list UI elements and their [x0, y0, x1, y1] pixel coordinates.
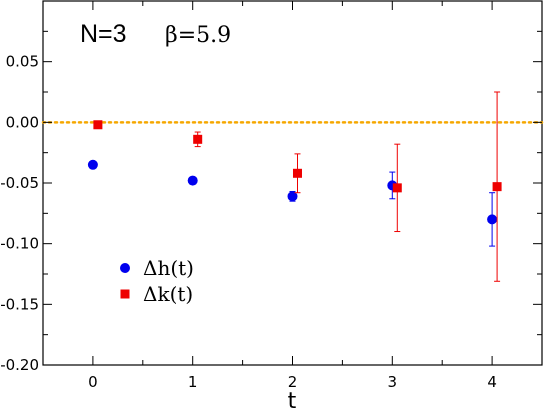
x-tick-label: 0 — [88, 373, 98, 391]
y-tick-label: 0.05 — [6, 53, 39, 71]
x-tick-label: 1 — [188, 373, 198, 391]
annotation-beta: β=5.9 — [165, 23, 231, 48]
annotation-n: N=3 — [80, 20, 127, 48]
data-point — [93, 120, 103, 130]
series-layer — [87, 91, 502, 282]
data-point — [287, 191, 298, 202]
y-tick-label: -0.20 — [0, 356, 39, 374]
data-point — [193, 134, 203, 144]
data-point — [492, 182, 502, 192]
data-point — [292, 168, 302, 178]
x-axis-label: t — [288, 389, 297, 411]
data-point — [392, 183, 402, 193]
legend-marker — [120, 263, 130, 273]
y-tick-label: -0.15 — [0, 295, 39, 313]
ticks-layer: 0 1 2 3 4 -0.20 -0.15 -0.10 -0.05 0.00 0.05 — [0, 1, 543, 391]
legend-label: Δh(t) — [143, 256, 194, 280]
data-point — [187, 175, 198, 186]
legend-label: Δk(t) — [143, 282, 193, 306]
series-1 — [93, 91, 502, 282]
y-tick-label: -0.05 — [0, 174, 39, 192]
data-point — [487, 214, 498, 225]
y-tick-label: -0.10 — [0, 235, 39, 253]
x-tick-label: 2 — [288, 373, 298, 391]
legend: Δh(t)Δk(t) — [120, 256, 194, 306]
series-0 — [87, 159, 498, 247]
legend-marker — [120, 289, 130, 299]
plot-frame — [42, 0, 543, 366]
y-tick-label: 0.00 — [6, 113, 39, 131]
data-point — [87, 159, 98, 170]
x-tick-label: 4 — [487, 373, 497, 391]
x-tick-label: 3 — [388, 373, 398, 391]
